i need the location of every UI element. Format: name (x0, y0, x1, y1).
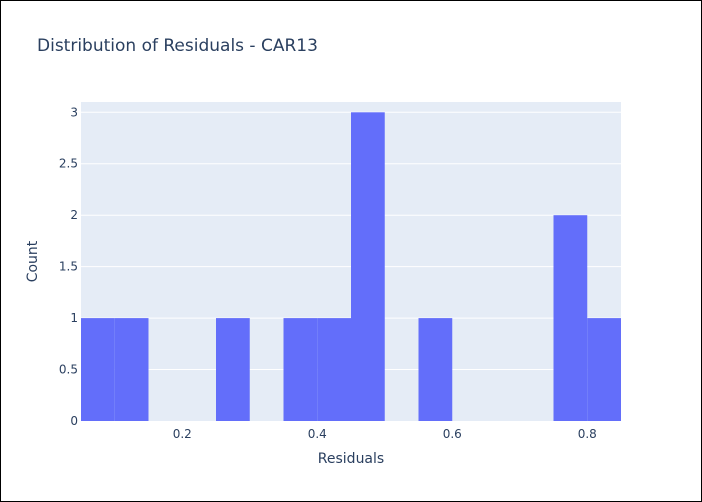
histogram-bar (283, 318, 318, 421)
histogram-bar (351, 112, 385, 422)
x-tick-label: 0.2 (173, 427, 192, 441)
histogram-bar (317, 318, 351, 421)
histogram-bar (81, 318, 115, 421)
histogram-bar (418, 318, 453, 421)
histogram-bar (216, 318, 250, 421)
y-tick-label: 1 (70, 311, 78, 325)
y-tick-label: 2 (70, 208, 78, 222)
y-tick-label: 0.5 (59, 363, 78, 377)
histogram-bar (553, 215, 588, 421)
x-tick-label: 0.4 (308, 427, 327, 441)
y-tick-label: 1.5 (59, 260, 78, 274)
y-tick-label: 3 (70, 105, 78, 119)
x-axis-title: Residuals (318, 451, 384, 467)
y-axis-title: Count (25, 240, 41, 282)
y-tick-label: 0 (70, 414, 78, 428)
x-tick-label: 0.8 (578, 427, 597, 441)
x-tick-label: 0.6 (443, 427, 462, 441)
histogram-bar (114, 318, 149, 421)
histogram-bar (587, 318, 621, 421)
chart-title: Distribution of Residuals - CAR13 (37, 36, 318, 56)
y-tick-label: 2.5 (59, 157, 78, 171)
